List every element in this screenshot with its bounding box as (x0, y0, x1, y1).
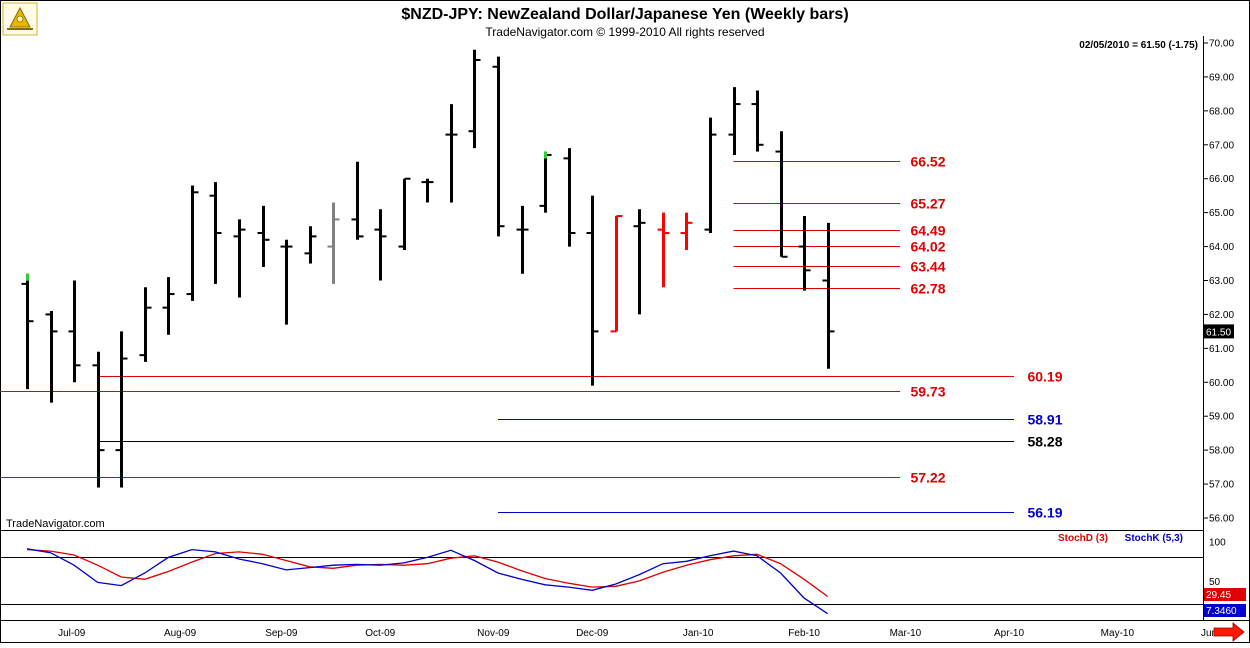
stoch-series-line (26, 548, 829, 598)
level-label: 66.52 (910, 154, 945, 170)
time-tick-label: Apr-10 (994, 628, 1024, 639)
legend-stochk: StochK (5,3) (1125, 533, 1183, 544)
price-bars (21, 49, 835, 488)
time-tick-label: Jul-09 (58, 628, 86, 639)
level-label: 60.19 (1027, 369, 1062, 385)
legend-stochd: StochD (3) (1058, 533, 1108, 544)
time-tick-label: Dec-09 (576, 628, 609, 639)
price-tick-label: 58.00 (1209, 446, 1234, 457)
level-label: 57.22 (910, 470, 945, 486)
stoch-series-line (26, 548, 829, 615)
last-price-label: 61.50 (1206, 327, 1231, 338)
scroll-right-arrow-icon[interactable] (1213, 622, 1245, 642)
stoch-last-box (1204, 588, 1246, 601)
level-label: 62.78 (910, 281, 945, 297)
copyright-text: TradeNavigator.com © 1999-2010 All right… (485, 25, 764, 39)
time-tick-label: Oct-09 (365, 628, 395, 639)
price-tick-label: 64.00 (1209, 242, 1234, 253)
level-label: 56.19 (1027, 505, 1062, 521)
last-quote: 02/05/2010 = 61.50 (-1.75) (1079, 40, 1198, 51)
level-label: 64.49 (910, 223, 945, 239)
price-tick-label: 56.00 (1209, 514, 1234, 525)
time-tick-label: Mar-10 (890, 628, 922, 639)
time-tick-label: Nov-09 (477, 628, 510, 639)
last-price-box (1204, 324, 1234, 339)
level-label: 58.91 (1027, 412, 1062, 428)
time-tick-label: Feb-10 (788, 628, 820, 639)
level-label: 64.02 (910, 239, 945, 255)
price-tick-label: 57.00 (1209, 480, 1234, 491)
price-tick-label: 59.00 (1209, 412, 1234, 423)
price-tick-label: 65.00 (1209, 208, 1234, 219)
stochastic-lines: 29.45 7.3460 (26, 548, 1246, 617)
level-label: 65.27 (910, 196, 945, 212)
price-tick-label: 67.00 (1209, 140, 1234, 151)
stoch-last-label: 7.3460 (1206, 606, 1237, 617)
indicator-tick-label: 50 (1209, 577, 1221, 588)
price-tick-label: 69.00 (1209, 72, 1234, 83)
indicator-tick-label: 100 (1209, 538, 1226, 549)
level-label: 58.28 (1027, 434, 1062, 450)
price-tick-label: 60.00 (1209, 378, 1234, 389)
time-tick-label: Aug-09 (164, 628, 197, 639)
level-label: 59.73 (910, 384, 945, 400)
time-axis: Jul-09 Aug-09 Sep-09 Oct-09 Nov-09 Dec-09 Jan-… (58, 628, 1232, 639)
price-tick-label: 66.00 (1209, 174, 1234, 185)
time-tick-label: Jan-10 (683, 628, 714, 639)
price-tick-label: 70.00 (1209, 39, 1234, 50)
time-tick-label: Sep-09 (265, 628, 298, 639)
last-price-marker: 61.50 (1204, 324, 1234, 339)
price-tick-label: 62.00 (1209, 310, 1234, 321)
chart-title: $NZD-JPY: NewZealand Dollar/Japanese Yen… (401, 6, 848, 23)
price-tick-label: 63.00 (1209, 276, 1234, 287)
price-tick-label: 61.00 (1209, 344, 1234, 355)
price-tick-label: 68.00 (1209, 106, 1234, 117)
watermark-text: TradeNavigator.com (6, 518, 105, 530)
tradenavigator-logo-icon (2, 2, 38, 36)
stoch-last-label: 29.45 (1206, 590, 1231, 601)
indicator-axis: 100 50 (0, 538, 1226, 605)
level-label: 63.44 (910, 259, 945, 275)
price-axis: 56.00 57.00 58.00 59.00 60.00 61.00 62.00 63.00… (1203, 39, 1234, 525)
stoch-last-box (1204, 604, 1246, 617)
time-tick-label: May-10 (1101, 628, 1135, 639)
